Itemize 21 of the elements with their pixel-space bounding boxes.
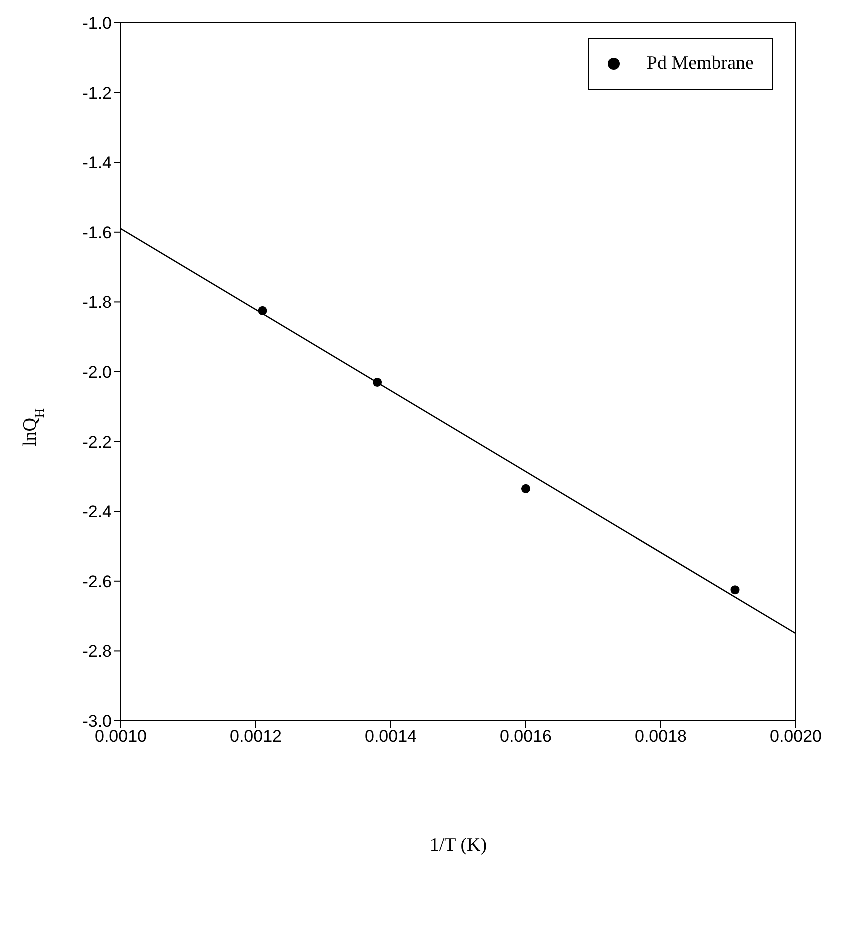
x-axis-title: 1/T (K) — [430, 835, 488, 856]
y-tick-label: -1.2 — [82, 84, 112, 103]
x-tick-label: 0.0016 — [500, 727, 552, 746]
y-tick-label: -1.0 — [82, 14, 112, 34]
x-tick-label: 0.0012 — [230, 727, 282, 746]
point — [258, 306, 268, 316]
y-tick-label: -1.8 — [82, 293, 112, 312]
y-tick-label: -2.8 — [82, 642, 112, 662]
point — [730, 586, 740, 595]
x-tick-label: 0.0020 — [770, 727, 822, 746]
point — [521, 484, 531, 494]
y-tick-label: -1.4 — [82, 154, 112, 173]
x-tick-label: 0.0014 — [365, 727, 417, 746]
y-tick-label: -2.0 — [82, 363, 112, 382]
x-tick-label: 0.0018 — [635, 727, 687, 746]
y-tick-label: -2.2 — [82, 432, 112, 452]
y-tick-label: -2.6 — [82, 572, 112, 592]
y-tick-label: -1.6 — [82, 223, 112, 242]
point — [372, 378, 382, 387]
legend-label: Pd Membrane — [646, 53, 754, 75]
y-tick-label: -2.4 — [82, 502, 112, 522]
